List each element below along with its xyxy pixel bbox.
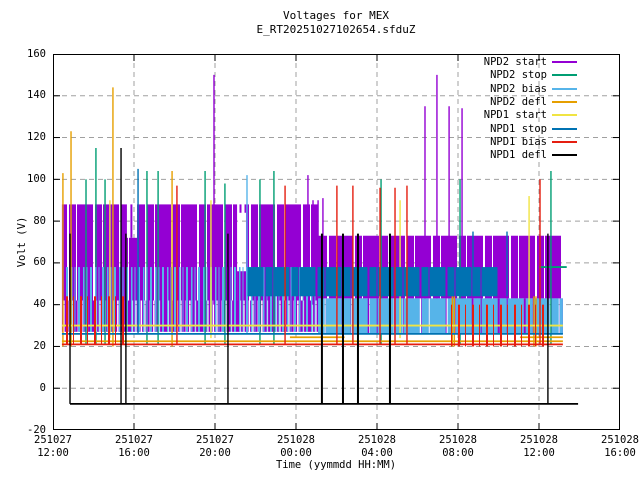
y-tick-label: 140	[27, 89, 46, 102]
legend-row: NPD1 start	[330, 109, 610, 122]
chart-subtitle: E_RT20251027102654.sfduZ	[256, 23, 416, 36]
y-tick-label: 120	[27, 131, 46, 144]
y-tick-label: 40	[33, 298, 46, 311]
series-npd1-bias	[61, 179, 563, 347]
x-tick-label-time: 16:00	[604, 447, 636, 459]
y-tick-label: 60	[33, 256, 46, 269]
legend-line-sample	[552, 140, 577, 143]
x-tick-label-time: 00:00	[280, 447, 312, 459]
x-tick-label-time: 04:00	[361, 447, 393, 459]
plot-border	[53, 54, 620, 430]
chart-title: Voltages for MEX	[283, 9, 389, 22]
legend-line-sample	[552, 127, 577, 130]
band	[237, 204, 246, 213]
legend-line-sample	[552, 74, 577, 77]
series-npd1-defl	[69, 148, 579, 405]
legend-line-sample	[552, 61, 577, 63]
band	[449, 304, 546, 347]
band	[63, 296, 128, 345]
legend-label: NPD1 bias	[490, 135, 547, 148]
x-tick-label-time: 20:00	[199, 447, 231, 459]
x-tick-label-time: 16:00	[118, 447, 150, 459]
x-tick-label-date: 251028	[601, 434, 639, 446]
legend-row: NPD1 bias	[330, 136, 610, 149]
legend-line-sample	[552, 114, 577, 117]
legend-line-sample	[552, 87, 577, 90]
legend-label: NPD2 stop	[490, 69, 547, 82]
y-tick-label: 160	[27, 47, 46, 60]
x-tick-label-date: 251027	[196, 434, 234, 446]
plot-area	[53, 54, 620, 430]
y-tick-label: 100	[27, 172, 46, 185]
x-tick-label-date: 251027	[115, 434, 153, 446]
legend-row: NPD2 stop	[330, 69, 610, 82]
x-tick-label-date: 251028	[277, 434, 315, 446]
x-tick-label-time: 12:00	[523, 447, 555, 459]
x-tick-label-time: 08:00	[442, 447, 474, 459]
y-tick-label: 80	[33, 214, 46, 227]
band	[246, 267, 499, 297]
x-tick-label-date: 251028	[520, 434, 558, 446]
legend-label: NPD2 start	[483, 56, 547, 68]
legend-line-sample	[552, 100, 577, 103]
legend-line-sample	[552, 154, 577, 157]
x-tick-label-date: 251027	[34, 434, 72, 446]
legend-label: NPD2 defl	[490, 95, 547, 108]
x-axis-title: Time (yymmdd HH:MM)	[275, 459, 397, 471]
y-tick-label: 20	[33, 339, 46, 352]
legend-row: NPD1 stop	[330, 123, 610, 136]
band	[126, 204, 138, 238]
y-tick-label: -20	[27, 423, 46, 436]
legend-label: NPD1 defl	[490, 149, 547, 162]
legend-label: NPD1 start	[483, 109, 547, 122]
x-tick-label-time: 12:00	[37, 447, 69, 459]
legend-row: NPD2 start	[330, 56, 610, 69]
x-tick-label-date: 251028	[358, 434, 396, 446]
legend-row: NPD2 defl	[330, 96, 610, 109]
y-tick-label: 0	[39, 381, 46, 394]
legend-label: NPD2 bias	[490, 82, 547, 95]
legend-row: NPD2 bias	[330, 83, 610, 96]
legend-label: NPD1 stop	[490, 122, 547, 135]
legend-row: NPD1 defl	[330, 149, 610, 162]
x-tick-label-date: 251028	[439, 434, 477, 446]
